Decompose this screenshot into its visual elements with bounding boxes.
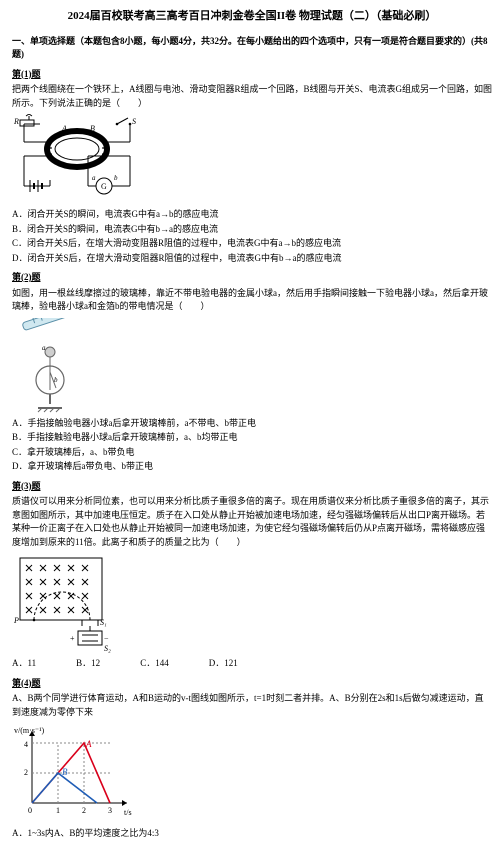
page-title: 2024届百校联考高三高考百日冲刺金卷全国II卷 物理试题（二）（基础必刷） (12, 8, 492, 25)
svg-text:S₁: S₁ (100, 618, 107, 627)
svg-text:P: P (13, 616, 19, 625)
q1-figure: A B R S G a b (12, 114, 492, 204)
q1-opt-d: D．闭合开关S后，在增大滑动变阻器R阻值的过程中，电流表G中有b→a的感应电流 (12, 252, 492, 266)
svg-text:G: G (101, 182, 107, 191)
q1-label: 第(1)题 (12, 68, 492, 82)
svg-text:S: S (132, 117, 136, 126)
q2-text: 如图，用一根丝线摩擦过的玻璃棒，靠近不带电验电器的金属小球a，然后用手指瞬间接触… (12, 287, 492, 314)
q4-text: A、B两个同学进行体育运动，A和B运动的v-t图线如图所示，t=1时刻二者并排。… (12, 692, 492, 719)
q3-opt-d: D．121 (209, 657, 238, 671)
q2-opt-d: D．拿开玻璃棒后a带负电、b带正电 (12, 460, 492, 474)
svg-text:a: a (92, 174, 96, 182)
q1-options: A．闭合开关S的瞬间，电流表G中有a→b的感应电流 B．闭合开关S的瞬间，电流表… (12, 208, 492, 265)
q1-opt-c: C．闭合开关S后，在增大滑动变阻器R阻值的过程中，电流表G中有a→b的感应电流 (12, 237, 492, 251)
svg-text:4: 4 (24, 740, 28, 749)
q1-opt-a: A．闭合开关S的瞬间，电流表G中有a→b的感应电流 (12, 208, 492, 222)
section1-header: 一、单项选择题（本题包含8小题，每小题4分，共32分。在每小题给出的四个选项中，… (12, 35, 492, 62)
q2-opt-b: B．手指接触验电器小球a后拿开玻璃棒前，a、b均带正电 (12, 431, 492, 445)
svg-text:1: 1 (56, 806, 60, 815)
svg-text:S₂: S₂ (104, 644, 111, 653)
svg-text:0: 0 (28, 806, 32, 815)
svg-text:b: b (54, 376, 58, 384)
q2-opt-a: A．手指接触验电器小球a后拿开玻璃棒前，a不带电、b带正电 (12, 417, 492, 431)
q3-opt-a: A．11 (12, 657, 36, 671)
svg-text:2: 2 (82, 806, 86, 815)
svg-text:A: A (61, 124, 67, 133)
q4-label: 第(4)题 (12, 677, 492, 691)
svg-text:R: R (13, 117, 19, 126)
svg-text:b: b (114, 174, 118, 182)
svg-text:3: 3 (108, 806, 112, 815)
svg-text:2: 2 (24, 768, 28, 777)
q4-xlabel: t/s (124, 808, 132, 817)
svg-text:a: a (42, 344, 46, 352)
q4-figure: v/(m·s⁻¹) t/s 0 1 2 3 2 4 A B (12, 723, 492, 823)
q3-figure: P S₁ + − S₂ (12, 553, 492, 653)
q3-options: A．11 B．12 C．144 D．121 (12, 657, 492, 671)
q2-label: 第(2)题 (12, 271, 492, 285)
svg-text:−: − (104, 634, 109, 643)
q4-opt-a: A．1~3s内A、B的平均速度之比为4:3 (12, 827, 492, 841)
q1-text: 把两个线圈绕在一个铁环上，A线圈与电池、滑动变阻器R组成一个回路，B线圈与开关S… (12, 83, 492, 110)
q2-opt-c: C．拿开玻璃棒后，a、b带负电 (12, 446, 492, 460)
svg-text:+: + (70, 634, 75, 643)
svg-text:B: B (62, 767, 68, 777)
q3-opt-b: B．12 (76, 657, 100, 671)
q3-text: 质谱仪可以用来分析同位素，也可以用来分析比质子重很多倍的离子。现在用质谱仪来分析… (12, 495, 492, 549)
svg-text:A: A (85, 739, 92, 749)
q1-opt-b: B．闭合开关S的瞬间，电流表G中有b→a的感应电流 (12, 223, 492, 237)
q4-ylabel: v/(m·s⁻¹) (14, 726, 45, 735)
q2-options: A．手指接触验电器小球a后拿开玻璃棒前，a不带电、b带正电 B．手指接触验电器小… (12, 417, 492, 474)
q2-figure: a b (12, 318, 492, 413)
q3-opt-c: C．144 (140, 657, 169, 671)
q3-label: 第(3)题 (12, 480, 492, 494)
svg-text:B: B (90, 124, 95, 133)
